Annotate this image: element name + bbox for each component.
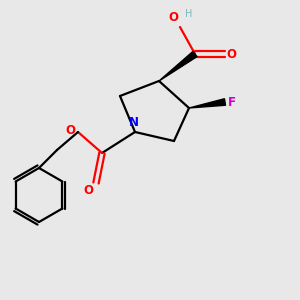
Text: N: N [128, 116, 139, 129]
Text: O: O [226, 47, 236, 61]
Text: H: H [184, 9, 192, 19]
Text: O: O [169, 11, 178, 24]
Text: O: O [84, 184, 94, 197]
Text: F: F [227, 95, 236, 109]
Polygon shape [189, 99, 226, 108]
Text: O: O [65, 124, 75, 137]
Polygon shape [159, 51, 197, 81]
